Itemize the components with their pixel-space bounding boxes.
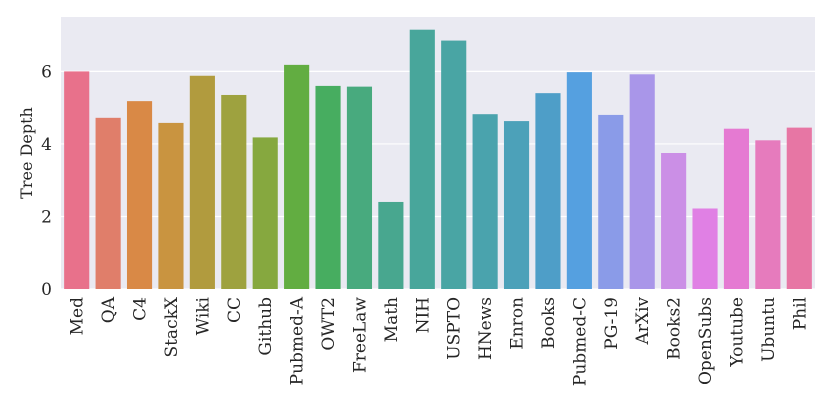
- bar-hnews: [472, 114, 498, 289]
- bar-nih: [409, 29, 435, 290]
- x-tick-label: Youtube: [727, 297, 747, 368]
- x-tick-label: Pubmed-A: [288, 296, 308, 385]
- x-tick-label: C4: [131, 297, 151, 321]
- bar-youtube: [723, 128, 750, 289]
- bar-wiki: [189, 75, 215, 289]
- bar-c4: [126, 101, 153, 289]
- bar-opensubs: [692, 208, 718, 289]
- bar-pubmed-a: [284, 64, 310, 289]
- bars: [64, 29, 812, 290]
- x-tick-label: Ubuntu: [759, 297, 779, 362]
- y-tick-label: 4: [41, 135, 52, 155]
- x-tick-label: OpenSubs: [696, 297, 716, 385]
- bar-ubuntu: [755, 140, 781, 289]
- bar-enron: [503, 121, 530, 290]
- x-tick-label: CC: [225, 297, 245, 323]
- bar-arxiv: [629, 74, 655, 289]
- x-tick-label: StackX: [162, 296, 182, 357]
- y-tick-label: 6: [41, 62, 52, 82]
- bar-qa: [95, 117, 121, 289]
- plot-background: [61, 17, 815, 289]
- x-tick-label: Wiki: [193, 296, 213, 335]
- x-tick-label: Books: [539, 297, 559, 349]
- bar-uspto: [441, 40, 467, 289]
- x-tick-labels: Med QA C4 StackX Wiki CC Github Pubmed-A OWT2 Fre…: [68, 296, 811, 386]
- x-tick-label: Med: [68, 297, 88, 335]
- x-tick-label: Math: [382, 297, 402, 342]
- x-tick-label: OWT2: [319, 297, 339, 351]
- x-tick-label: Books2: [665, 297, 685, 360]
- bar-cc: [221, 94, 247, 290]
- y-axis-label: Tree Depth: [17, 107, 36, 199]
- x-tick-label: Enron: [508, 297, 528, 350]
- x-tick-label: HNews: [476, 297, 496, 360]
- x-tick-label: NIH: [413, 297, 433, 333]
- bar-math: [378, 201, 404, 289]
- bar-github: [252, 137, 278, 289]
- y-tick-label: 2: [41, 207, 52, 227]
- x-tick-label: Phil: [790, 297, 810, 330]
- bar-owt2: [315, 85, 341, 289]
- x-tick-label: PG-19: [602, 297, 622, 350]
- bar-freelaw: [346, 86, 373, 289]
- bar-pg-19: [598, 114, 624, 289]
- bar-books2: [661, 153, 687, 289]
- y-tick-label: 0: [41, 280, 52, 300]
- x-tick-label: Pubmed-C: [570, 297, 590, 386]
- bar-books: [535, 93, 561, 289]
- x-tick-label: FreeLaw: [350, 297, 370, 373]
- y-tick-labels: 0 2 4 6: [41, 62, 52, 300]
- bar-phil: [786, 127, 812, 289]
- x-tick-label: USPTO: [445, 297, 465, 360]
- x-tick-label: Github: [256, 297, 276, 356]
- x-tick-label: QA: [99, 296, 119, 323]
- bar-med: [64, 71, 90, 290]
- gridlines: [61, 70, 815, 290]
- bar-stackx: [158, 122, 184, 289]
- x-tick-label: ArXiv: [633, 297, 653, 346]
- bar-pubmed-c: [566, 72, 592, 289]
